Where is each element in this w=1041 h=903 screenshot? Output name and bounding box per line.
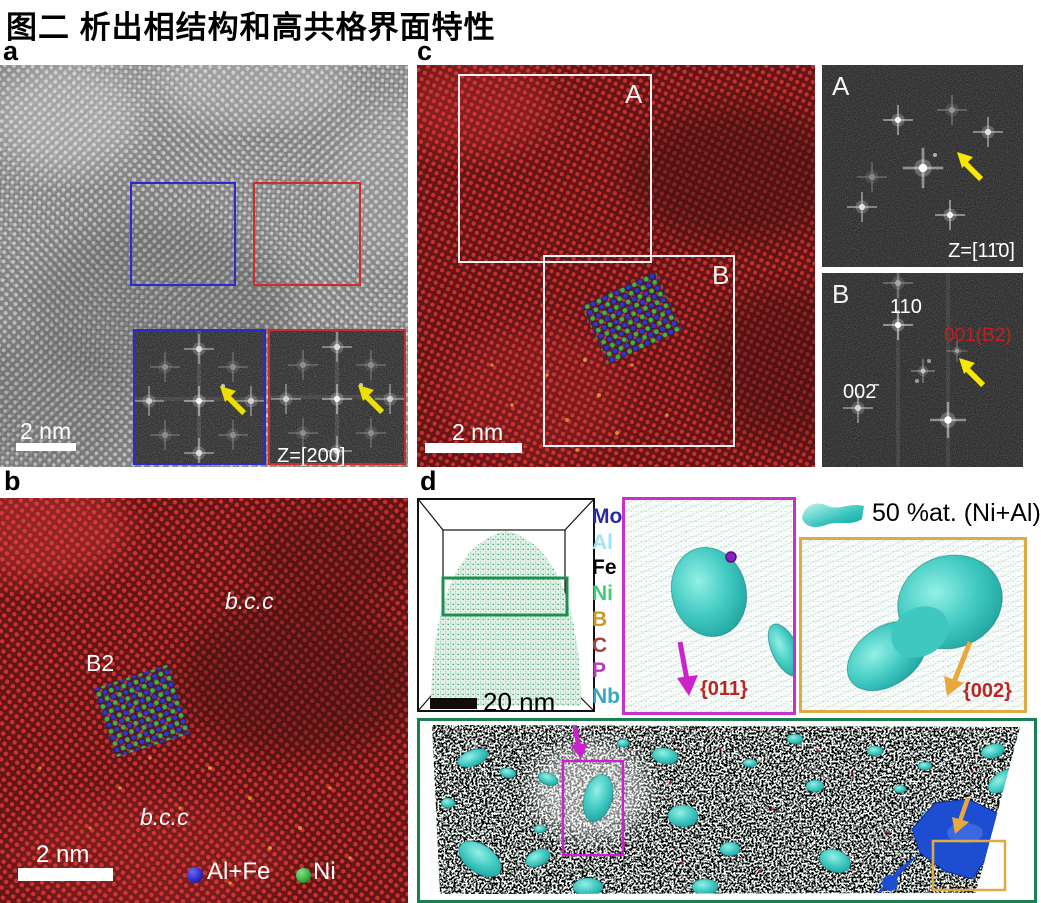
- map-roi-box-orange: [931, 839, 1007, 892]
- legend-dot-ni: [296, 868, 311, 883]
- fft-A-zone-label: Z=[11̄0]: [948, 240, 1015, 262]
- precipitate-label-B2: B2: [86, 650, 115, 676]
- legend-element-ni: Ni: [592, 582, 613, 606]
- legend-label-alfe: Al+Fe: [207, 858, 271, 885]
- legend-element-al: Al: [592, 530, 613, 554]
- orange-arrow-icon: [944, 641, 973, 696]
- stem-lattice-red-b: [0, 498, 408, 903]
- scale-label-a: 2 nm: [20, 418, 72, 444]
- fft-A-label: A: [832, 71, 850, 101]
- panel-label-d: d: [420, 466, 437, 496]
- fft-A-image: [822, 65, 1023, 267]
- isosurface-icon: [802, 503, 864, 527]
- tip-slice-box: [441, 576, 569, 617]
- legend-element-nb: Nb: [592, 684, 620, 708]
- legend-element-mo: Mo: [592, 505, 623, 528]
- roi-label-A: A: [625, 79, 643, 109]
- fft-B-110-label: 110: [890, 296, 922, 318]
- fft-inset-blue: [133, 329, 266, 465]
- scale-label-c: 2 nm: [452, 419, 504, 445]
- scale-label-d: 20 nm: [483, 687, 556, 717]
- scale-bar-b: [18, 868, 113, 881]
- figure-title: 图二 析出相结构和高共格界面特性: [6, 10, 496, 45]
- scale-bar-d: [430, 698, 477, 709]
- roi-box-B: [543, 255, 735, 447]
- legend-element-b: B: [592, 607, 608, 631]
- fft-inset-red-image: [270, 331, 404, 463]
- roi-box-blue: [130, 182, 236, 286]
- apt-slice-map: [417, 718, 1037, 903]
- fft-inset-blue-image: [135, 331, 264, 463]
- phase-label-bcc-top: b.c.c: [225, 588, 274, 614]
- roi-box-red: [253, 182, 361, 286]
- fft-B-label: B: [832, 279, 850, 309]
- fft-B-002-label: 002̄: [843, 381, 877, 403]
- phase-label-bcc-bottom: b.c.c: [140, 804, 189, 830]
- magenta-arrow-icon-map: [570, 726, 588, 759]
- panel-label-a: a: [3, 36, 19, 66]
- legend-element-p: P: [592, 659, 607, 683]
- fft-B-image: [822, 273, 1023, 467]
- panel-label-c: c: [417, 36, 433, 66]
- roi-label-B: B: [712, 260, 730, 290]
- scale-label-b: 2 nm: [36, 841, 90, 868]
- fft-panel-B: B 110 001(B2) 002̄: [822, 273, 1023, 467]
- legend-element-fe: Fe: [592, 556, 617, 580]
- apt-tip-reconstruction: [417, 498, 595, 712]
- panel-c-stem-image: A B 2 nm: [417, 65, 815, 467]
- panel-label-b: b: [4, 466, 21, 496]
- legend-element-c: C: [592, 633, 608, 657]
- apt-slice-map-image: [420, 721, 1034, 900]
- solute-cluster-dot: [725, 551, 737, 563]
- orange-arrow-icon-map: [952, 797, 971, 834]
- scale-bar-c: [425, 443, 522, 453]
- magenta-arrow-icon: [677, 641, 698, 696]
- isosurface-closeup-011: [622, 497, 796, 715]
- carbon-specks: [623, 747, 974, 873]
- scale-bar-a: [16, 443, 76, 451]
- plane-label-011: {011}: [700, 678, 748, 700]
- fft-inset-red: [268, 329, 406, 465]
- roi-box-A: [458, 74, 652, 263]
- zone-axis-label-a: Z=[200]: [277, 445, 346, 467]
- plane-label-002: {002}: [963, 680, 1012, 702]
- panel-a-hrtem-image: Z=[200] 2 nm: [0, 65, 408, 467]
- element-legend: Mo Al Fe Ni B C P Nb: [592, 504, 622, 710]
- legend-dot-alfe: [187, 867, 203, 883]
- boride-blue-feature: [872, 798, 1013, 894]
- stem-lattice-red-c: [417, 65, 815, 467]
- apt-tip-image: [417, 498, 595, 712]
- fft-panel-A: A Z=[11̄0]: [822, 65, 1023, 267]
- isosurface-closeup-002: [799, 537, 1027, 713]
- legend-label-ni: Ni: [313, 858, 336, 885]
- isosurface-closeup-011-image: [625, 500, 793, 712]
- map-roi-box-magenta: [561, 759, 625, 857]
- isosurface-label: 50 %at. (Ni+Al): [872, 499, 1041, 527]
- panel-b-stem-image: b.c.c B2 b.c.c 2 nm Al+Fe Ni: [0, 498, 408, 903]
- fft-B-001B2-label: 001(B2): [944, 325, 1012, 346]
- hrtem-lattice-gray: [0, 65, 408, 467]
- isosurface-closeup-002-image: [802, 540, 1024, 710]
